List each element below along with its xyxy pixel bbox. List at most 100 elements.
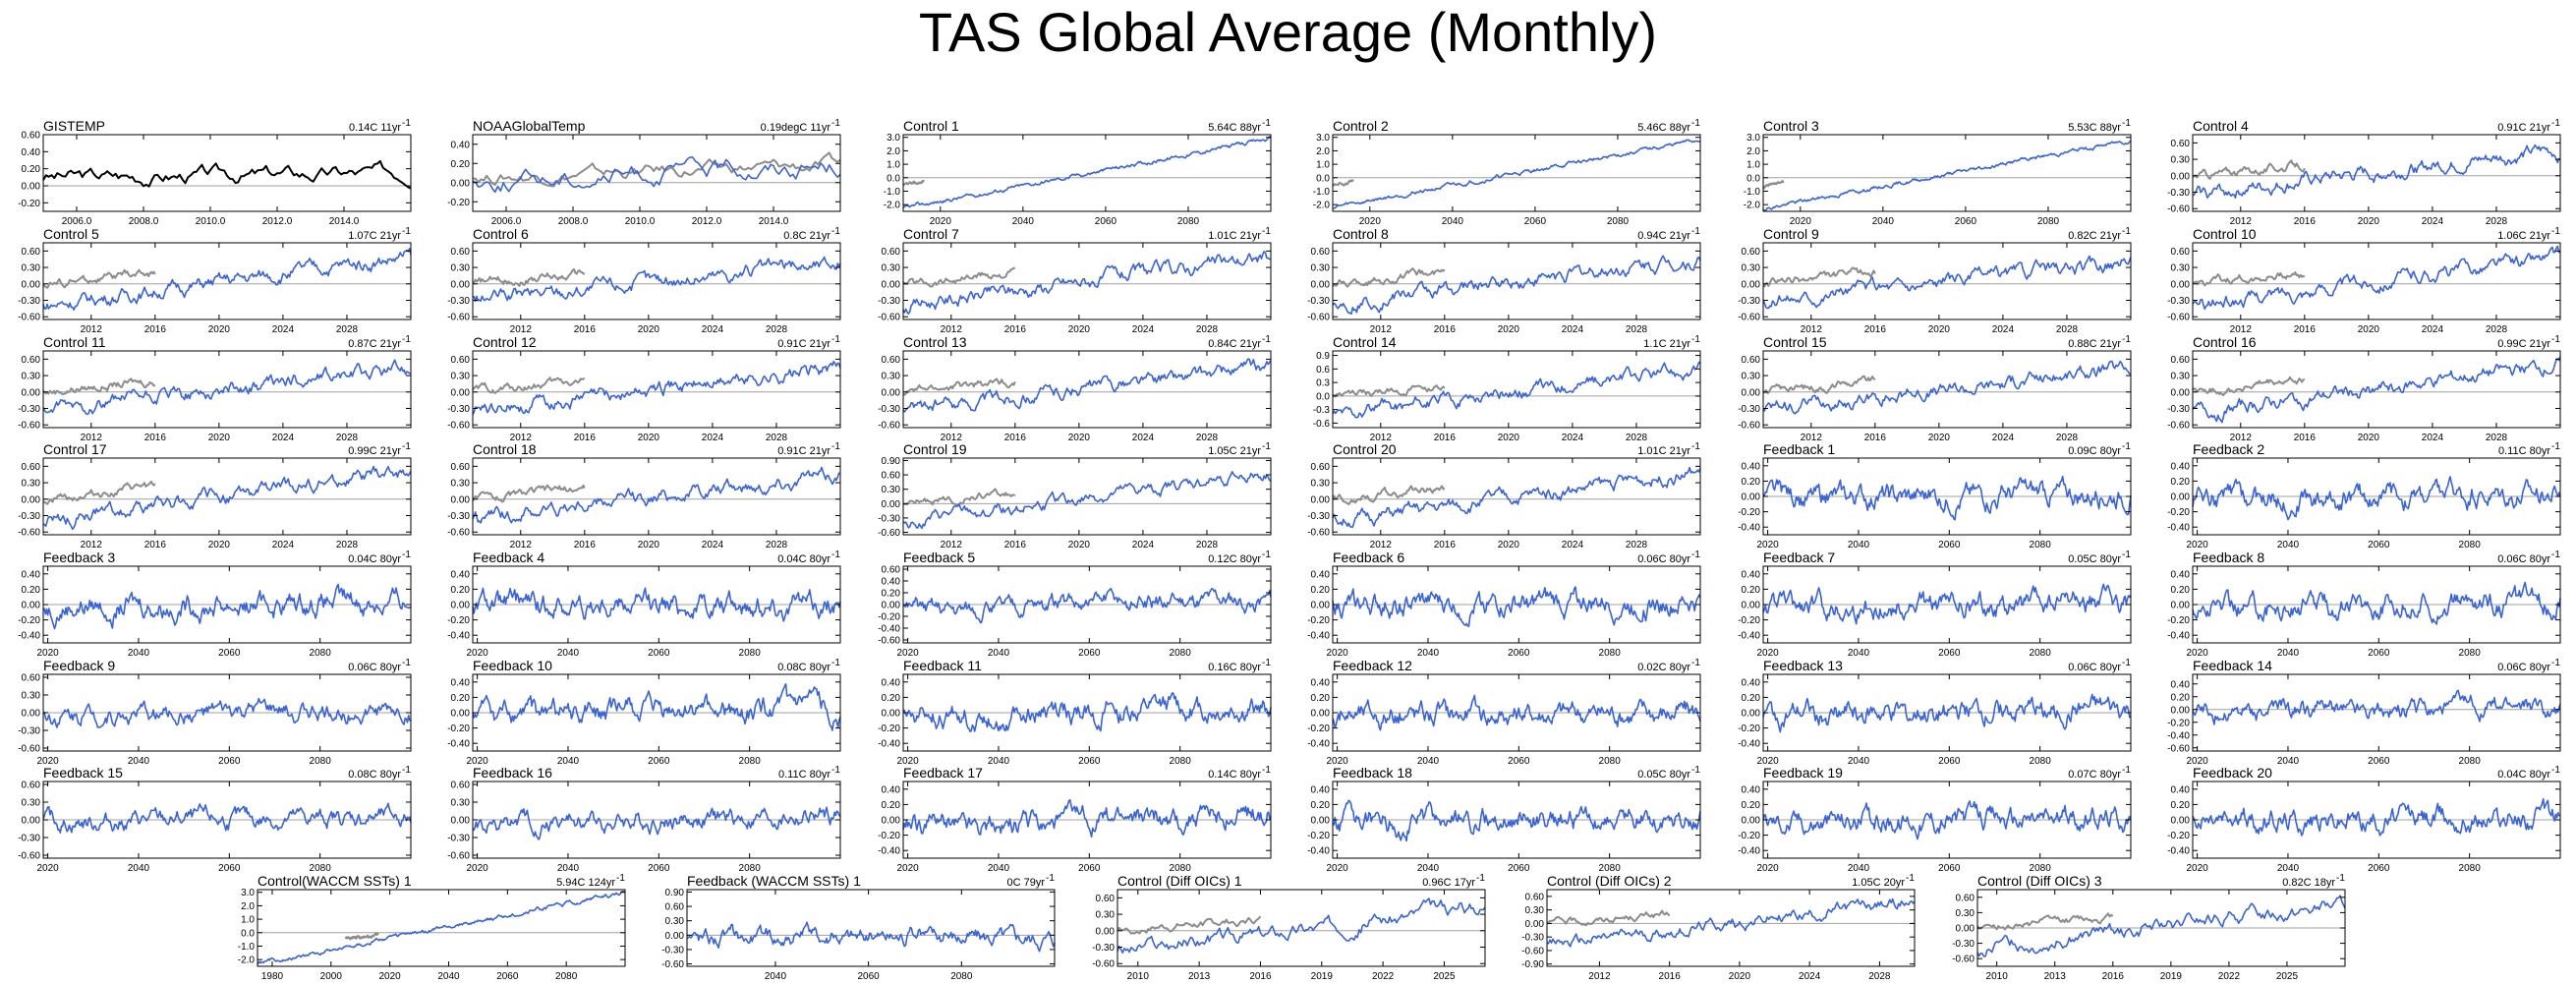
- plot-frame: [42, 242, 412, 320]
- x-tick-label: 2024: [1562, 324, 1584, 335]
- y-tick-label: 0.00: [1525, 919, 1545, 930]
- y-tick-label: -0.30: [1952, 939, 1975, 950]
- y-tick-label: 0.40: [451, 140, 471, 150]
- x-tick-label: 2028: [2486, 324, 2508, 335]
- x-tick-label: 2000: [320, 971, 343, 982]
- chart-panel-45: Control (Diff OICs) 1 0.96C 17yr -1 0.60 0.3…: [1092, 873, 1486, 982]
- y-tick-label: 0.00: [1742, 492, 1761, 503]
- y-tick-label: 0.20: [2171, 477, 2191, 488]
- series-line-observations: [42, 377, 156, 395]
- x-tick-label: 2028: [336, 540, 359, 550]
- y-tick-label: -0.30: [1307, 511, 1330, 522]
- series-line-model: [902, 798, 1272, 839]
- y-tick-label: -0.60: [661, 959, 684, 970]
- y-tick-label: 0.20: [1742, 800, 1761, 811]
- y-tick-label: 0.00: [1311, 816, 1331, 827]
- panel-trend-exponent: -1: [831, 334, 840, 345]
- y-tick-label: 0.40: [451, 569, 471, 580]
- panel-title: Feedback 6: [1333, 550, 1404, 565]
- y-tick-label: 0.60: [22, 247, 41, 258]
- panel-title: Feedback 12: [1333, 658, 1412, 673]
- panel-trend-stat: 0.94C 21yr: [1637, 230, 1690, 242]
- plot-frame: [1332, 457, 1701, 536]
- y-tick-label: 0.6: [1316, 365, 1330, 376]
- panel-trend-stat: 5.94C 124yr: [556, 877, 615, 889]
- x-tick-label: 2012: [81, 324, 103, 335]
- x-tick-label: 2024: [1562, 540, 1584, 550]
- plot-frame: [902, 242, 1272, 320]
- y-tick-label: 0.00: [2171, 279, 2191, 290]
- series-line-observations: [2192, 376, 2306, 396]
- panel-trend-stat: 1.01C 21yr: [1637, 445, 1690, 457]
- x-tick-label: 2020: [1756, 540, 1779, 550]
- panel-title: Feedback 9: [43, 658, 115, 673]
- x-tick-label: 2020: [1756, 648, 1779, 659]
- y-tick-label: -0.20: [18, 199, 40, 209]
- y-tick-label: -0.30: [18, 726, 40, 737]
- y-tick-label: -0.60: [18, 528, 40, 539]
- x-tick-label: 2016: [144, 433, 167, 443]
- x-tick-label: 2016: [1864, 433, 1887, 443]
- x-tick-label: 2010.0: [196, 216, 226, 227]
- x-tick-label: 2080: [2037, 216, 2060, 227]
- plot-frame: [257, 889, 626, 967]
- plot-frame: [1762, 242, 2132, 320]
- x-tick-label: 2040: [128, 648, 150, 659]
- y-tick-label: 1.0: [887, 160, 900, 171]
- x-tick-label: 2016: [574, 433, 597, 443]
- y-tick-label: 0.00: [1956, 924, 1975, 935]
- series-line-model: [42, 248, 412, 311]
- y-tick-label: -0.60: [1738, 313, 1760, 323]
- panel-trend-stat: 0C 79yr: [1006, 877, 1045, 889]
- panel-trend-exponent: -1: [402, 765, 411, 776]
- x-tick-label: 2080: [1170, 863, 1192, 874]
- x-tick-label: 2040: [557, 756, 580, 767]
- panel-title: Control 15: [1763, 334, 1827, 350]
- y-tick-label: 0.0: [241, 928, 255, 939]
- x-tick-label: 2012: [510, 540, 533, 550]
- panel-trend-stat: 5.64C 88yr: [1208, 122, 1261, 134]
- chart-panel-28: Feedback 6 0.06C 80yr -1 0.40 0.20 0.00 -0.20 -…: [1307, 550, 1701, 659]
- y-tick-label: 0.30: [882, 263, 901, 274]
- y-tick-label: -0.30: [1738, 296, 1760, 307]
- series-line-observations: [902, 377, 1016, 396]
- y-tick-label: 0.00: [882, 816, 901, 827]
- series-line-model: [2192, 476, 2561, 521]
- panel-title: Control 9: [1763, 226, 1819, 242]
- x-tick-label: 2028: [1868, 971, 1891, 982]
- x-tick-label: 2020: [466, 648, 488, 659]
- x-tick-label: 2016: [1004, 540, 1027, 550]
- y-tick-label: 0.60: [1096, 894, 1116, 904]
- panel-title: Control 4: [2193, 118, 2249, 134]
- chart-panel-44: Feedback (WACCM SSTs) 1 0C 79yr -1 0.90 0.60…: [661, 873, 1056, 982]
- panel-title: Control 5: [43, 226, 99, 242]
- panel-trend-stat: 0.02C 80yr: [1637, 662, 1690, 673]
- y-tick-label: 1.0: [1746, 160, 1760, 171]
- y-tick-label: -1.0: [238, 942, 256, 953]
- x-tick-label: 2016: [1004, 324, 1027, 335]
- x-tick-label: 2020: [1928, 433, 1951, 443]
- chart-panel-30: Feedback 8 0.06C 80yr -1 0.40 0.20 0.00 -0.20 -…: [2167, 550, 2561, 659]
- panel-title: Feedback 4: [473, 550, 544, 565]
- x-tick-label: 2020: [2186, 756, 2208, 767]
- series-line-observations: [472, 267, 586, 287]
- x-tick-label: 2012.0: [262, 216, 293, 227]
- x-tick-label: 2060: [648, 756, 670, 767]
- x-tick-label: 2080: [2459, 648, 2482, 659]
- panel-trend-exponent: -1: [1262, 334, 1271, 345]
- series-line-observations: [902, 266, 1016, 288]
- panel-title: Control (Diff OICs) 2: [1547, 873, 1672, 889]
- y-tick-label: -1.0: [1744, 187, 1761, 198]
- y-tick-label: 0.20: [1742, 693, 1761, 704]
- x-tick-label: 2020: [638, 540, 660, 550]
- x-tick-label: 2080: [2030, 648, 2052, 659]
- series-line-model: [42, 802, 412, 834]
- x-tick-label: 2080: [2030, 756, 2052, 767]
- chart-panel-40: Feedback 18 0.05C 80yr -1 0.40 0.20 0.00 -0.20…: [1307, 765, 1701, 874]
- x-tick-label: 2020: [2358, 324, 2380, 335]
- panel-title: Feedback 3: [43, 550, 115, 565]
- y-tick-label: -0.60: [18, 313, 40, 323]
- x-tick-label: 2008.0: [558, 216, 589, 227]
- x-tick-label: 2028: [1196, 540, 1219, 550]
- x-tick-label: 2012.0: [692, 216, 722, 227]
